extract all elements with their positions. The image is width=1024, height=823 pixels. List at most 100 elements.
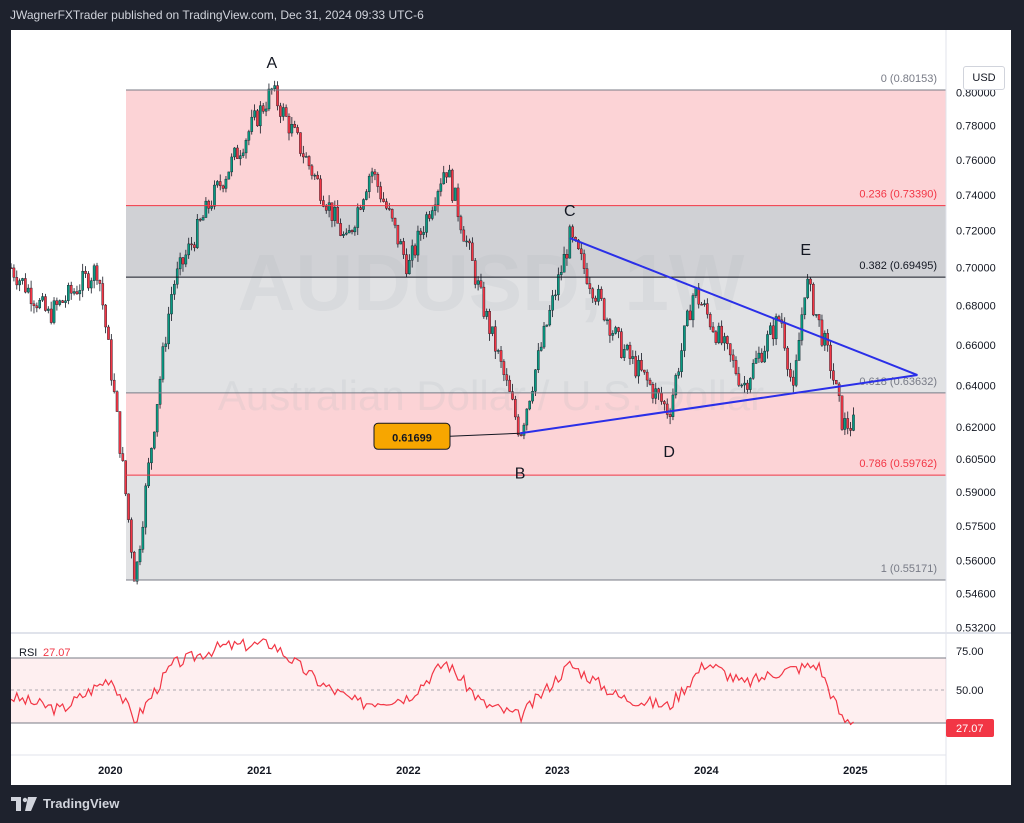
candle-body xyxy=(617,327,620,332)
marker-connector xyxy=(449,432,521,437)
candle-body xyxy=(611,333,615,336)
candle-body xyxy=(244,140,248,154)
candle-body xyxy=(531,391,534,402)
candle-body xyxy=(32,303,36,307)
candle-body xyxy=(193,244,196,248)
candle-body xyxy=(637,360,640,377)
candle-body xyxy=(568,226,572,259)
candle-body xyxy=(642,369,646,373)
candle-body xyxy=(224,178,228,189)
candle-body xyxy=(408,260,411,275)
candle-body xyxy=(362,199,365,210)
candle-body xyxy=(127,493,130,520)
tradingview-logo[interactable]: TradingView xyxy=(11,796,119,811)
price-tick: 0.78000 xyxy=(956,121,996,133)
candle-body xyxy=(230,156,233,173)
candle-body xyxy=(485,311,489,317)
candle-body xyxy=(620,331,623,358)
candle-body xyxy=(476,280,480,285)
trendline-upper[interactable] xyxy=(569,237,918,376)
marker-label: 0.61699 xyxy=(392,432,432,444)
candle-body xyxy=(402,241,405,255)
candle-body xyxy=(370,171,374,177)
candle-body xyxy=(425,214,428,233)
candle-body xyxy=(385,201,388,209)
candle-body xyxy=(89,280,93,289)
candle-body xyxy=(353,227,357,233)
candle-body xyxy=(668,414,672,417)
rsi-axis[interactable]: 75.00 50.00 27.07 xyxy=(946,646,994,737)
candle-body xyxy=(250,116,254,132)
candle-body xyxy=(359,207,362,210)
candle-body xyxy=(760,352,764,363)
candle-body xyxy=(284,107,288,117)
candle-body xyxy=(511,391,514,400)
candle-body xyxy=(834,380,838,385)
candle-body xyxy=(373,171,377,175)
candle-body xyxy=(640,360,643,371)
candle-body xyxy=(674,375,678,396)
price-tick: 0.72000 xyxy=(956,226,996,238)
candle-body xyxy=(585,268,589,284)
price-tick: 0.68000 xyxy=(956,301,996,313)
candle-body xyxy=(24,278,27,293)
candle-body xyxy=(496,350,500,352)
candle-body xyxy=(233,147,236,158)
candle-body xyxy=(236,147,239,159)
candle-body xyxy=(837,383,841,397)
fib-label: 0 (0.80153) xyxy=(881,73,937,85)
trendline-lower[interactable] xyxy=(519,374,918,435)
candle-body xyxy=(41,296,44,301)
trendlines[interactable] xyxy=(519,237,918,435)
candle-body xyxy=(571,226,574,238)
candle-body xyxy=(700,303,703,306)
candle-body xyxy=(588,283,592,290)
candle-body xyxy=(115,391,119,412)
candle-body xyxy=(55,300,59,305)
candle-body xyxy=(299,132,302,154)
candle-body xyxy=(336,207,340,224)
candle-body xyxy=(708,314,712,328)
fib-label: 0.382 (0.69495) xyxy=(859,260,937,272)
price-tick: 0.64000 xyxy=(956,380,996,392)
candle-body xyxy=(396,224,400,245)
candle-body xyxy=(141,526,145,550)
candle-body xyxy=(809,278,812,285)
price-marker[interactable]: 0.61699 xyxy=(373,422,521,450)
candle-body xyxy=(660,392,663,402)
candle-body xyxy=(167,313,170,345)
candle-body xyxy=(367,175,371,192)
candle-body xyxy=(170,294,173,315)
price-tick: 0.53200 xyxy=(956,623,996,635)
price-axis[interactable]: 0.80000 0.78000 0.76000 0.74000 0.72000 0.700… xyxy=(956,88,996,635)
candle-body xyxy=(98,280,102,284)
chart-canvas[interactable]: AUDUSD, 1W Australian Dollar / U.S. Doll… xyxy=(11,30,1011,785)
candle-body xyxy=(594,297,597,302)
candle-body xyxy=(654,388,658,399)
candle-body xyxy=(327,202,331,211)
candle-body xyxy=(144,485,148,528)
marker-box[interactable] xyxy=(373,422,451,450)
wave-labels: A C E B D xyxy=(266,55,811,482)
candle-body xyxy=(491,326,494,334)
candle-body xyxy=(75,291,79,295)
currency-button[interactable]: USD xyxy=(963,66,1005,90)
candle-body xyxy=(559,272,563,275)
candle-body xyxy=(92,265,96,281)
candle-body xyxy=(281,107,285,117)
candle-body xyxy=(542,325,546,348)
candle-body xyxy=(528,400,531,410)
candle-body xyxy=(393,217,397,226)
candle-body xyxy=(330,202,334,221)
rsi-label: RSI xyxy=(19,647,37,659)
candle-body xyxy=(740,384,744,387)
candle-body xyxy=(488,311,491,334)
candle-body xyxy=(479,280,483,288)
candle-body xyxy=(565,254,569,259)
candle-body xyxy=(771,325,775,340)
candle-body xyxy=(625,344,629,350)
time-axis[interactable]: 2020 2021 2022 2023 2024 2025 xyxy=(98,765,867,777)
candle-body xyxy=(112,379,116,392)
candle-body xyxy=(26,287,30,293)
candle-body xyxy=(648,379,652,385)
